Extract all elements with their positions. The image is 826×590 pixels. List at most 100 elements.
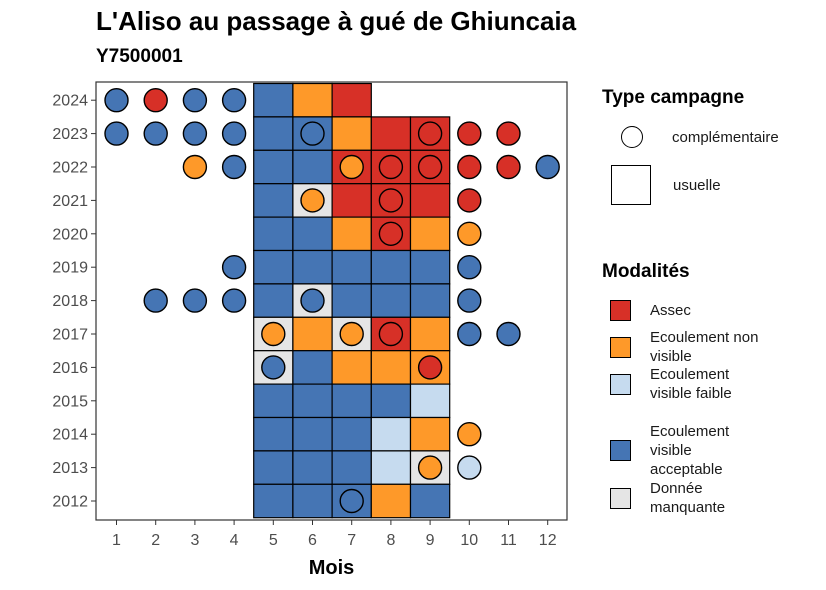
complementaire-point [221, 288, 247, 313]
y-tick-label: 2019 [52, 260, 88, 277]
complementaire-point [182, 154, 208, 180]
x-tick-label: 9 [426, 532, 435, 549]
chart-plot: 2012 2013 2014 2015 2016 2017 2018 2019 2020 2021… [52, 81, 568, 579]
complementaire-point [143, 87, 168, 113]
x-tick-label: 2 [151, 532, 160, 549]
visible-faible-swatch [610, 373, 631, 395]
x-axis-title: Mois [309, 557, 355, 579]
legend-modalites-title: Modalités [602, 261, 690, 282]
x-tick-label: 8 [386, 532, 395, 549]
complementaire-point [221, 255, 247, 280]
complementaire-point [457, 188, 482, 213]
usuelle-cell [253, 183, 294, 218]
usuelle-cell [409, 416, 451, 452]
circle-key-icon [621, 126, 643, 148]
complementaire-point [457, 321, 482, 347]
x-tick-label: 1 [112, 532, 121, 549]
usuelle-cell [253, 483, 294, 519]
usuelle-cell [409, 216, 451, 252]
usuelle-cell [292, 483, 333, 519]
legend-label: Donnée manquante [650, 480, 726, 516]
x-tick-label: 4 [230, 532, 239, 549]
complementaire-point [378, 221, 404, 247]
usuelle-cell [292, 316, 333, 352]
usuelle-cell [331, 350, 372, 385]
usuelle-cell [292, 82, 333, 118]
usuelle-cell [370, 416, 412, 452]
y-tick-label: 2021 [52, 193, 88, 210]
complementaire-point [182, 87, 208, 113]
complementaire-point [104, 87, 129, 113]
legend-label: Ecoulement visible acceptable [650, 423, 730, 478]
usuelle-cell [253, 283, 294, 318]
x-tick-label: 12 [539, 532, 557, 549]
usuelle-cell [370, 383, 412, 419]
usuelle-cell [370, 483, 412, 519]
complementaire-point [300, 288, 325, 313]
complementaire-point [457, 255, 482, 280]
complementaire-point [104, 121, 129, 146]
legend-label: Assec [650, 302, 691, 319]
usuelle-cell [292, 249, 333, 285]
usuelle-cell [331, 383, 372, 419]
y-tick-label: 2018 [52, 293, 88, 310]
complementaire-point [417, 154, 443, 180]
complementaire-point [457, 288, 482, 313]
legend-item-donnee-manquante: Donnée manquante [610, 479, 750, 517]
chart-subtitle: Y7500001 [96, 46, 183, 67]
complementaire-point [143, 288, 168, 313]
usuelle-cell [370, 283, 412, 318]
usuelle-cell [370, 450, 412, 485]
legend-item-assec: Assec [610, 300, 800, 321]
usuelle-cell [331, 116, 372, 151]
usuelle-cell [253, 416, 294, 452]
complementaire-point [300, 188, 325, 213]
complementaire-point [143, 121, 168, 146]
legend-label: complémentaire [672, 128, 779, 146]
legend-item-usuelle: usuelle [611, 165, 823, 205]
complementaire-point [300, 121, 325, 146]
complementaire-point [221, 87, 247, 113]
y-tick-label: 2020 [52, 226, 88, 243]
usuelle-cell [292, 350, 333, 385]
complementaire-point [378, 154, 404, 180]
complementaire-point [378, 188, 404, 213]
complementaire-point [261, 321, 286, 347]
usuelle-cell [331, 416, 372, 452]
complementaire-point [417, 355, 443, 380]
y-tick-label: 2022 [52, 160, 88, 177]
usuelle-cell [331, 450, 372, 485]
usuelle-cell [370, 116, 412, 151]
x-tick-label: 10 [460, 532, 478, 549]
complementaire-point [457, 455, 482, 480]
complementaire-point [496, 121, 521, 146]
usuelle-cell [253, 82, 294, 118]
usuelle-cell [253, 450, 294, 485]
x-tick-label: 7 [347, 532, 356, 549]
usuelle-cell [409, 249, 451, 285]
complementaire-point [261, 355, 286, 380]
usuelle-cell [409, 316, 451, 352]
y-tick-label: 2023 [52, 126, 88, 143]
usuelle-cell [409, 183, 451, 218]
usuelle-cell [409, 483, 451, 519]
legend-label: Ecoulement visible faible [650, 366, 732, 402]
complementaire-point [457, 422, 482, 447]
x-tick-label: 5 [269, 532, 278, 549]
x-tick-label: 3 [190, 532, 199, 549]
complementaire-point [417, 455, 443, 480]
complementaire-point [339, 321, 364, 347]
usuelle-cell [331, 183, 372, 218]
x-tick-label: 11 [500, 532, 517, 549]
complementaire-point [496, 154, 521, 180]
y-tick-label: 2016 [52, 360, 88, 377]
x-tick-label: 6 [308, 532, 317, 549]
usuelle-cell [253, 383, 294, 419]
usuelle-cell [253, 149, 294, 185]
complementaire-point [182, 121, 208, 146]
assec-swatch [610, 300, 631, 321]
usuelle-cell [370, 350, 412, 385]
complementaire-point [535, 154, 560, 180]
legend-label: Ecoulement non visible [650, 329, 759, 365]
complementaire-point [457, 121, 482, 146]
